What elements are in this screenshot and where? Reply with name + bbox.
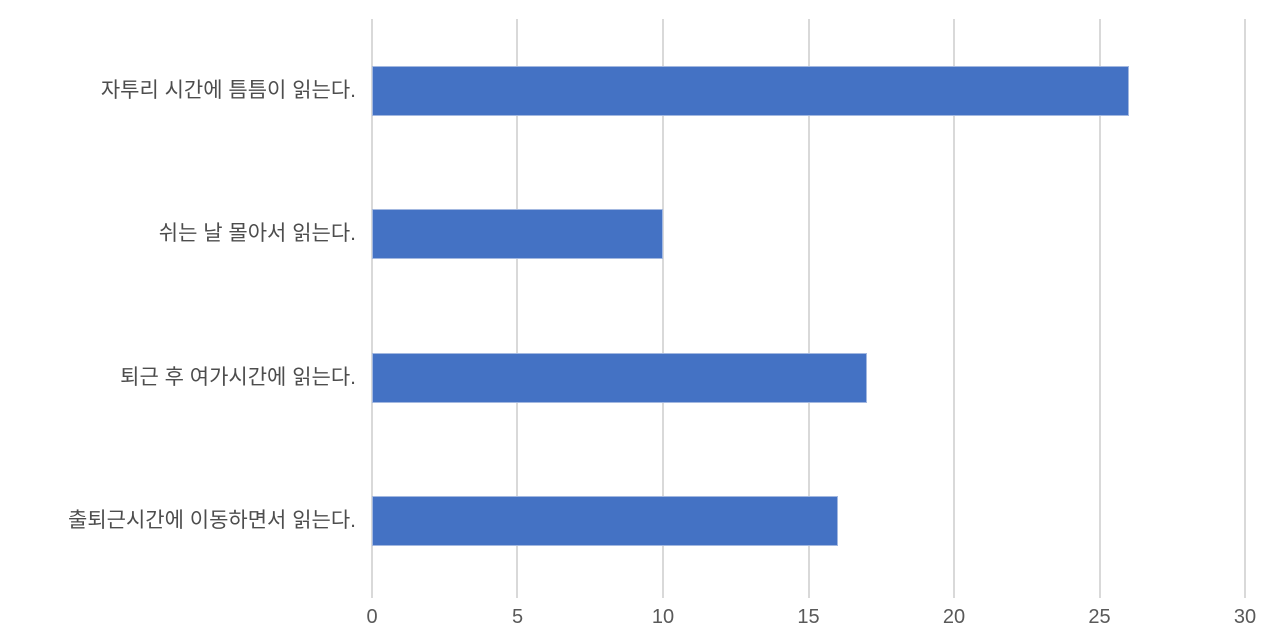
x-tick-label: 10 (651, 606, 675, 628)
category-axis: 자투리 시간에 틈틈이 읽는다. 쉬는 날 몰아서 읽는다. 퇴근 후 여가시간에 … (0, 0, 356, 641)
bar (372, 352, 867, 403)
gridline (1098, 19, 1101, 598)
gridline (516, 19, 519, 598)
x-tick-label: 30 (1233, 606, 1257, 628)
gridline (807, 19, 810, 598)
bar (372, 496, 838, 547)
bar (372, 209, 663, 260)
gridline (371, 19, 373, 598)
category-label: 출퇴근시간에 이동하면서 읽는다. (68, 509, 356, 533)
x-tick-label: 20 (942, 606, 966, 628)
x-tick-label: 15 (797, 606, 820, 628)
plot-area (371, 19, 1246, 598)
gridline (952, 19, 955, 598)
category-label: 퇴근 후 여가시간에 읽는다. (120, 365, 356, 389)
bar (372, 65, 1129, 116)
x-tick-label: 0 (366, 606, 378, 628)
x-axis: 0 5 10 15 20 25 30 (0, 606, 1276, 636)
x-tick-label: 5 (511, 606, 524, 628)
category-label: 자투리 시간에 틈틈이 읽는다. (100, 78, 356, 102)
x-tick-label: 25 (1088, 606, 1111, 628)
gridline (1244, 19, 1246, 598)
category-label: 쉬는 날 몰아서 읽는다. (158, 222, 356, 246)
gridline (661, 19, 664, 598)
